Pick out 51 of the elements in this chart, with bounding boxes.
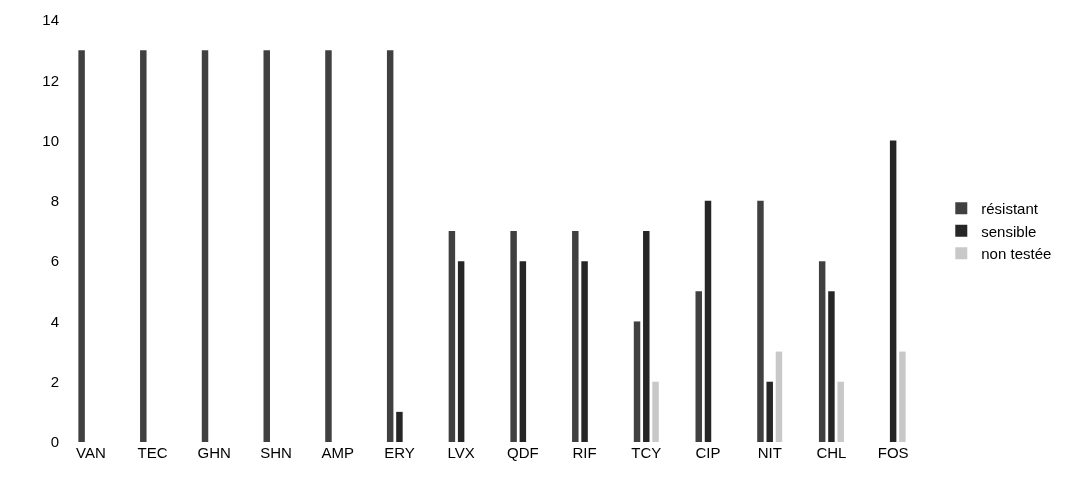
- bar: [837, 381, 844, 442]
- bar: [766, 381, 773, 442]
- bar: [899, 351, 906, 442]
- bar: [757, 200, 764, 442]
- x-tick-label: TCY: [631, 444, 662, 461]
- bar: [386, 50, 394, 442]
- bar: [140, 50, 147, 442]
- bar: [457, 261, 465, 442]
- y-tick-label: 14: [42, 11, 59, 29]
- bar: [201, 50, 209, 442]
- x-tick-label: CHL: [816, 444, 847, 461]
- y-tick-label: 10: [42, 131, 59, 149]
- bar: [510, 231, 517, 442]
- x-tick-label: VAN: [75, 444, 106, 461]
- x-tick-label: NIT: [757, 444, 782, 461]
- x-tick-label: AMP: [321, 444, 354, 461]
- bar: [695, 291, 702, 442]
- bar: [643, 231, 650, 442]
- y-tick-label: 12: [42, 71, 59, 89]
- legend-label: non testée: [981, 245, 1052, 263]
- x-tick-label: FOS: [877, 444, 909, 461]
- bar: [396, 411, 403, 442]
- bar: [704, 200, 712, 442]
- bar: [889, 140, 897, 442]
- y-tick-label: 6: [50, 252, 59, 270]
- x-tick-label: QDF: [507, 444, 539, 461]
- x-tick-label: CIP: [695, 444, 721, 461]
- bar: [828, 291, 835, 442]
- x-tick-label: LVX: [447, 444, 475, 461]
- x-tick-label: SHN: [260, 444, 292, 461]
- bar: [519, 261, 527, 442]
- bar: [775, 351, 783, 442]
- y-tick-label: 4: [50, 312, 59, 330]
- bar: [581, 261, 588, 442]
- bar: [263, 50, 270, 442]
- x-tick-label: GHN: [197, 444, 231, 461]
- y-tick-label: 8: [50, 192, 59, 210]
- bar: [448, 231, 456, 442]
- bar: [78, 50, 85, 442]
- x-tick-label: TEC: [137, 444, 168, 461]
- bar: [572, 231, 579, 442]
- legend-label: résistant: [981, 200, 1039, 218]
- bar: [633, 321, 641, 442]
- legend-label: sensible: [981, 222, 1037, 240]
- bar: [652, 381, 659, 442]
- x-tick-label: RIF: [572, 444, 597, 461]
- y-tick-label: 2: [50, 372, 59, 390]
- bar: [818, 261, 826, 442]
- y-tick-label: 0: [50, 433, 59, 451]
- bar: [325, 50, 332, 442]
- x-tick-label: ERY: [384, 444, 415, 461]
